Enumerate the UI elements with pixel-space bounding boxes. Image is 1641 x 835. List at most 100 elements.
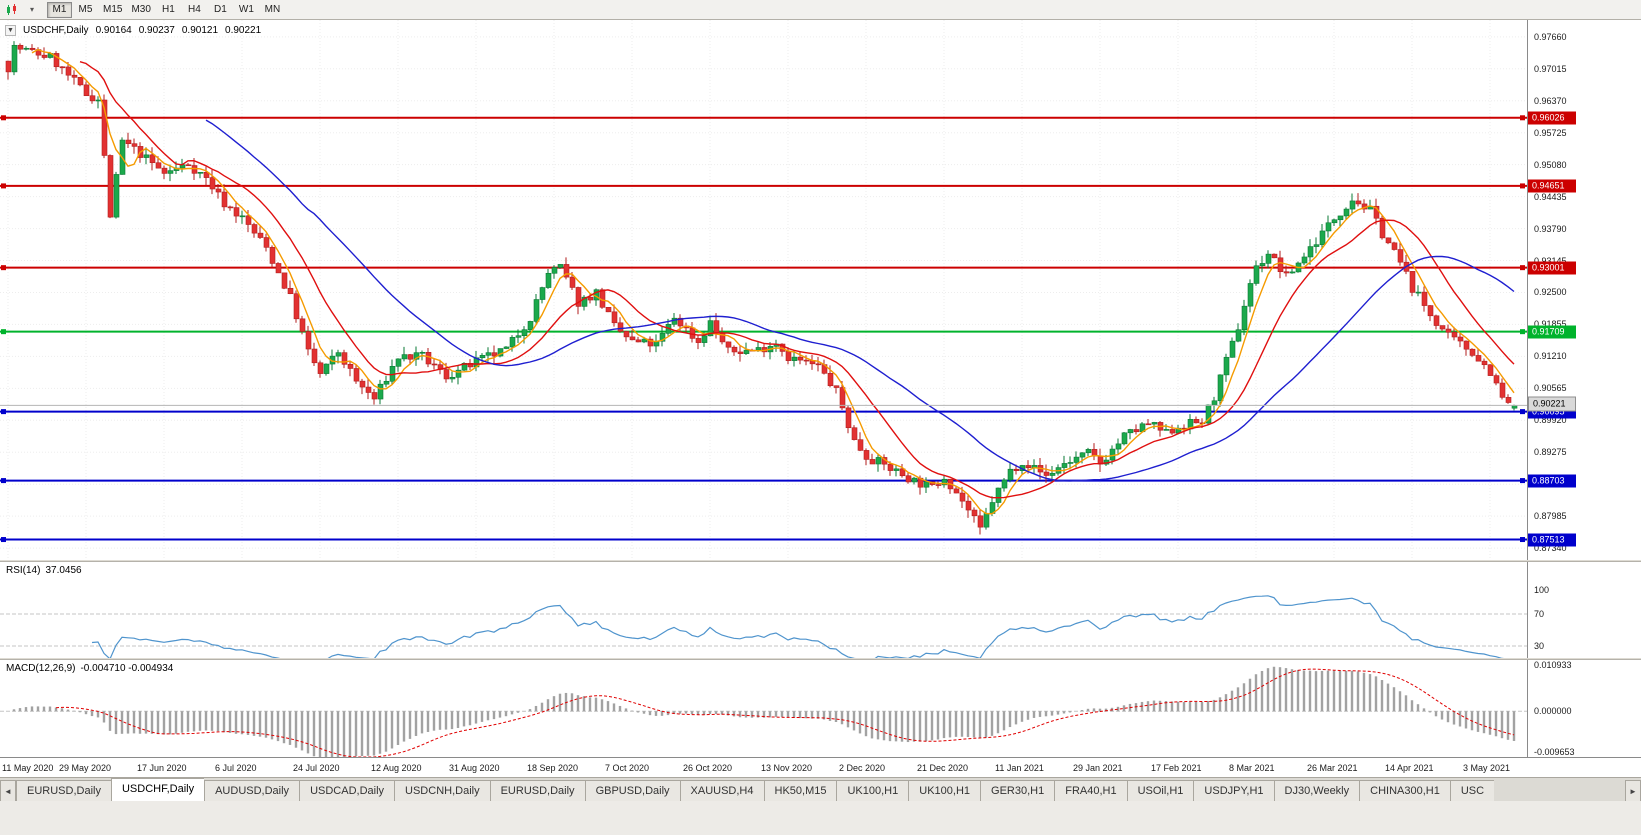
current-price-badge: 0.90221 <box>1528 396 1576 412</box>
ohlc-close: 0.90221 <box>225 25 262 36</box>
price-tick-label: 0.94435 <box>1534 191 1567 202</box>
timeframe-mn[interactable]: MN <box>264 3 281 15</box>
date-axis[interactable]: 11 May 2020 29 May 2020 17 Jun 2020 6 Jul 2… <box>0 757 1641 777</box>
date-tick-label: 18 Sep 2020 <box>527 763 579 773</box>
tab-xauusd-h4[interactable]: XAUUSD,H4 <box>679 780 764 801</box>
macd-values: -0.004710 -0.004934 <box>80 663 174 674</box>
chart-header: ▼ USDCHF,Daily 0.90164 0.90237 0.90121 0… <box>5 25 261 36</box>
date-tick-label: 29 May 2020 <box>59 763 112 773</box>
price-tick-label: 0.87985 <box>1534 511 1567 522</box>
timeframe-buttons: M1 M5 M15 M30 H1 H4 D1 W1 MN <box>47 1 285 18</box>
tab-scroll-left-icon[interactable]: ◄ <box>0 780 16 801</box>
timeframe-m15[interactable]: M15 <box>103 3 123 15</box>
rsi-line <box>91 595 1505 658</box>
rsi-label: RSI(14) 37.0456 <box>6 565 82 576</box>
macd-tick-label: 0.010933 <box>1534 660 1572 670</box>
main-chart-panel[interactable]: ▼ USDCHF,Daily 0.90164 0.90237 0.90121 0… <box>0 20 1641 560</box>
price-line-badge: 0.88703 <box>1528 474 1576 488</box>
price-line-badge: 0.91709 <box>1528 325 1576 339</box>
rsi-plot[interactable] <box>0 562 1527 658</box>
price-line-badge: 0.87513 <box>1528 533 1576 547</box>
price-line-badge: 0.93001 <box>1528 261 1576 275</box>
date-tick-label: 13 Nov 2020 <box>761 763 813 773</box>
tab-usdjpy-h1[interactable]: USDJPY,H1 <box>1193 780 1274 801</box>
timeframe-d1[interactable]: D1 <box>214 3 227 15</box>
rsi-axis: 100 70 30 <box>1527 562 1641 658</box>
price-tick-label: 0.93790 <box>1534 223 1567 234</box>
tab-dj30-weekly[interactable]: DJ30,Weekly <box>1273 780 1360 801</box>
macd-histogram <box>12 666 1516 757</box>
rsi-tick-label: 30 <box>1534 641 1545 651</box>
ohlc-high: 0.90237 <box>138 25 175 36</box>
macd-name: MACD(12,26,9) <box>6 663 76 674</box>
window-bottom-strip <box>0 801 1641 835</box>
rsi-panel[interactable]: RSI(14) 37.0456 100 70 30 <box>0 562 1641 658</box>
date-tick-label: 17 Feb 2021 <box>1151 763 1202 773</box>
tab-fra40-h1[interactable]: FRA40,H1 <box>1054 780 1127 801</box>
date-tick-label: 2 Dec 2020 <box>839 763 886 773</box>
price-tick-label: 0.90565 <box>1534 383 1567 394</box>
tab-usc[interactable]: USC <box>1449 780 1495 801</box>
date-tick-label: 6 Jul 2020 <box>215 763 257 773</box>
tab-usoil-h1[interactable]: USOil,H1 <box>1126 780 1194 801</box>
collapse-chart-icon[interactable]: ▼ <box>5 25 16 36</box>
timeframe-h4[interactable]: H4 <box>188 3 201 15</box>
tab-eurusd-daily[interactable]: EURUSD,Daily <box>16 780 111 801</box>
tab-uk100-h1[interactable]: UK100,H1 <box>908 780 981 801</box>
price-tick-label: 0.92500 <box>1534 287 1567 298</box>
price-tick-label: 0.97015 <box>1534 63 1567 74</box>
main-chart-plot[interactable] <box>0 20 1527 560</box>
tab-usdcad-daily[interactable]: USDCAD,Daily <box>299 780 395 801</box>
price-tick-label: 0.97660 <box>1534 31 1567 42</box>
tab-scroll-right-icon[interactable]: ► <box>1625 780 1641 801</box>
date-tick-label: 29 Jan 2021 <box>1073 763 1123 773</box>
macd-tick-label: -0.009653 <box>1534 747 1575 757</box>
macd-tick-label: 0.000000 <box>1534 706 1572 717</box>
timeframe-m5[interactable]: M5 <box>78 3 93 15</box>
candles-layer <box>5 41 1518 535</box>
date-tick-label: 24 Jul 2020 <box>293 763 340 773</box>
ma-5-line <box>31 48 1515 515</box>
rsi-tick-label: 70 <box>1534 609 1545 619</box>
date-tick-label: 3 May 2021 <box>1463 763 1511 773</box>
timeframe-m30[interactable]: M30 <box>131 3 151 15</box>
tab-ger30-h1[interactable]: GER30,H1 <box>980 780 1055 801</box>
panel-splitter-rsi[interactable] <box>0 560 1641 562</box>
tab-gbpusd-daily[interactable]: GBPUSD,Daily <box>584 780 680 801</box>
date-tick-label: 11 May 2020 <box>2 763 54 773</box>
timeframe-w1[interactable]: W1 <box>238 3 254 15</box>
price-tick-label: 0.95080 <box>1534 159 1567 170</box>
macd-axis: 0.010933 0.000000 -0.009653 <box>1527 660 1641 757</box>
tab-usdchf-daily[interactable]: USDCHF,Daily <box>110 778 205 801</box>
tab-hk50-m15[interactable]: HK50,M15 <box>763 780 837 801</box>
chart-type-dropdown-icon[interactable]: ▾ <box>29 5 34 14</box>
price-axis[interactable]: 0.97660 0.97015 0.96370 0.95725 0.95080 0.944… <box>1527 20 1641 560</box>
tab-uk100-h1[interactable]: UK100,H1 <box>836 780 909 801</box>
price-tick-label: 0.93145 <box>1534 256 1567 266</box>
candlestick-chart-icon[interactable] <box>3 2 21 18</box>
macd-panel[interactable]: MACD(12,26,9) -0.004710 -0.004934 0.0109… <box>0 660 1641 757</box>
ohlc-open: 0.90164 <box>95 25 132 36</box>
tab-eurusd-daily[interactable]: EURUSD,Daily <box>489 780 585 801</box>
tab-audusd-daily[interactable]: AUDUSD,Daily <box>204 780 300 801</box>
date-tick-label: 21 Dec 2020 <box>917 763 969 773</box>
timeframe-m1[interactable]: M1 <box>47 1 72 18</box>
price-tick-label: 0.91210 <box>1534 351 1567 362</box>
date-tick-label: 12 Aug 2020 <box>371 763 422 773</box>
panel-splitter-macd[interactable] <box>0 658 1641 660</box>
date-tick-label: 26 Oct 2020 <box>683 763 733 773</box>
price-tick-label: 0.91855 <box>1534 319 1567 329</box>
macd-plot[interactable] <box>0 660 1527 757</box>
price-line-badge: 0.96026 <box>1528 111 1576 125</box>
macd-label: MACD(12,26,9) -0.004710 -0.004934 <box>6 663 173 674</box>
price-tick-label: 0.87340 <box>1534 543 1567 554</box>
date-tick-label: 14 Apr 2021 <box>1385 763 1434 773</box>
price-tick-label: 0.89275 <box>1534 447 1567 458</box>
timeframe-h1[interactable]: H1 <box>162 3 175 15</box>
candlestick-glyph <box>7 3 16 15</box>
tab-china300-h1[interactable]: CHINA300,H1 <box>1359 780 1450 801</box>
price-tick-label: 0.96370 <box>1534 95 1567 106</box>
date-tick-label: 17 Jun 2020 <box>137 763 187 773</box>
date-tick-label: 11 Jan 2021 <box>995 763 1044 773</box>
tab-usdcnh-daily[interactable]: USDCNH,Daily <box>394 780 490 801</box>
